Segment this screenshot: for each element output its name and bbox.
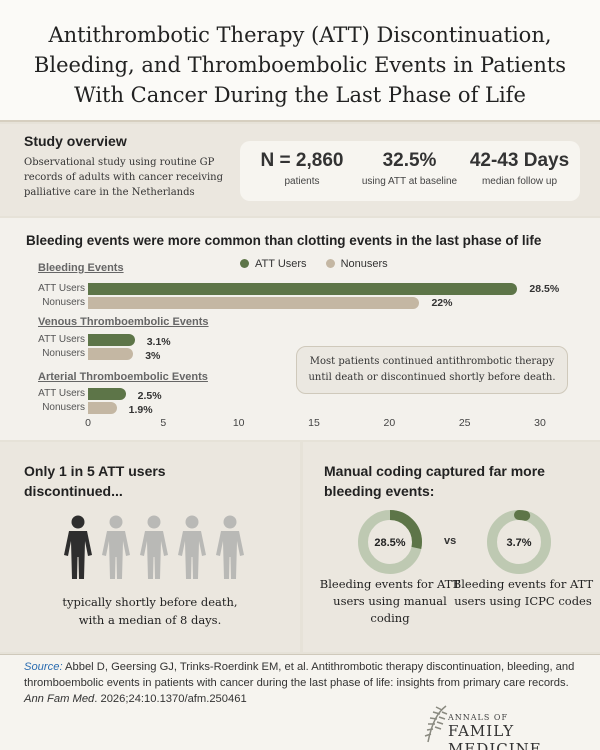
chart-legend: ATT Users Nonusers: [240, 258, 404, 270]
x-tick-label: 30: [534, 417, 546, 429]
logo-small-text: ANNALS OF: [448, 713, 508, 722]
vs-label: vs: [444, 535, 457, 547]
source-panel: Source: Abbel D, Geersing GJ, Trinks-Roe…: [0, 654, 600, 750]
person-icon: [140, 515, 168, 579]
stat-label: patients: [284, 176, 320, 187]
people-figures: [64, 515, 244, 579]
donut-manual-coding: 28.5%: [358, 510, 422, 574]
legend-label: ATT Users: [255, 258, 307, 270]
group-label-bleeding: Bleeding Events: [38, 262, 124, 274]
x-tick-label: 25: [458, 417, 471, 429]
donut-icpc-coding: 3.7%: [487, 510, 551, 574]
person-icon: [216, 515, 244, 579]
bar-venous-att: [88, 334, 135, 346]
row-label: Nonusers: [42, 297, 85, 308]
bar-venous-nonusers: [88, 348, 134, 360]
bar-bleeding-att: [88, 283, 518, 295]
x-tick-label: 15: [308, 417, 320, 429]
row-label: ATT Users: [38, 283, 85, 294]
donut-caption: Bleeding events for ATT users using manu…: [319, 577, 461, 625]
logo-text: FAMILY MEDICINE: [448, 722, 542, 750]
legend-label: Nonusers: [340, 258, 388, 270]
study-overview-panel: Study overview Observational study using…: [0, 124, 600, 216]
discontinued-heading: Only 1 in 5 ATT users discontinued...: [24, 463, 166, 499]
donut-caption: Bleeding events for ATT users using ICPC…: [452, 577, 594, 608]
source-journal: Ann Fam Med: [24, 693, 95, 705]
stat-value: N = 2,860: [260, 150, 344, 171]
x-tick-label: 5: [160, 417, 167, 429]
person-icon: [64, 515, 92, 579]
person-icon: [178, 515, 206, 579]
legend-item-nonusers: Nonusers: [325, 258, 388, 270]
person-icon: [102, 515, 130, 579]
group-label-venous: Venous Thromboembolic Events: [38, 316, 209, 328]
chart-title: Bleeding events were more common than cl…: [26, 233, 542, 248]
source-citation: Source: Abbel D, Geersing GJ, Trinks-Roe…: [24, 659, 580, 707]
row-label: Nonusers: [42, 402, 85, 413]
donut-label: 3.7%: [506, 537, 531, 549]
bar-arterial-att: [88, 388, 126, 400]
legend-swatch: [325, 259, 335, 268]
source-text: Abbel D, Geersing GJ, Trinks-Roerdink EM…: [24, 661, 575, 689]
stat-value: 42-43 Days: [469, 150, 570, 171]
stat-patients: N = 2,860 patients: [252, 149, 352, 187]
discontinued-text: typically shortly before death, with a m…: [62, 595, 238, 627]
donut-arc: [487, 510, 551, 574]
coding-heading: Manual coding captured far more bleeding…: [324, 463, 545, 499]
bar-arterial-nonusers: [88, 402, 117, 414]
row-label: ATT Users: [38, 334, 85, 345]
source-ref: . 2026;24:10.1370/afm.250461: [94, 693, 247, 705]
chart-note: Most patients continued antithrombotic t…: [296, 346, 568, 394]
donut-label: 28.5%: [374, 537, 405, 549]
row-label: ATT Users: [38, 388, 85, 399]
stat-label: using ATT at baseline: [361, 176, 458, 187]
value-label: 3.1%: [146, 336, 171, 348]
row-label: Nonusers: [42, 348, 85, 359]
legend-item-att: ATT Users: [240, 258, 307, 270]
stat-att-baseline: 32.5% using ATT at baseline: [352, 149, 467, 187]
bar-bleeding-nonusers: [88, 297, 420, 309]
value-label: 1.9%: [128, 404, 153, 416]
legend-swatch: [240, 259, 249, 268]
stat-follow-up: 42-43 Days median follow up: [462, 149, 577, 187]
x-tick-label: 20: [383, 417, 396, 429]
laurel-icon: [424, 705, 448, 743]
value-label: 3%: [145, 350, 161, 362]
stat-value: 32.5%: [382, 150, 437, 171]
x-tick-label: 0: [85, 417, 91, 429]
donut-arc: [358, 510, 422, 574]
group-label-arterial: Arterial Thromboembolic Events: [38, 371, 208, 383]
source-label: Source:: [24, 661, 63, 673]
title-panel: Antithrombotic Therapy (ATT) Discontinua…: [0, 0, 600, 122]
value-label: 28.5%: [529, 283, 560, 295]
page-title: Antithrombotic Therapy (ATT) Discontinua…: [33, 23, 567, 107]
stats-card: N = 2,860 patients 32.5% using ATT at ba…: [240, 141, 580, 201]
overview-heading: Study overview: [24, 133, 127, 149]
value-label: 22%: [431, 297, 453, 309]
stat-label: median follow up: [481, 176, 558, 187]
x-tick-label: 10: [232, 417, 245, 429]
value-label: 2.5%: [137, 390, 162, 402]
overview-text: Observational study using routine GP rec…: [24, 157, 224, 198]
